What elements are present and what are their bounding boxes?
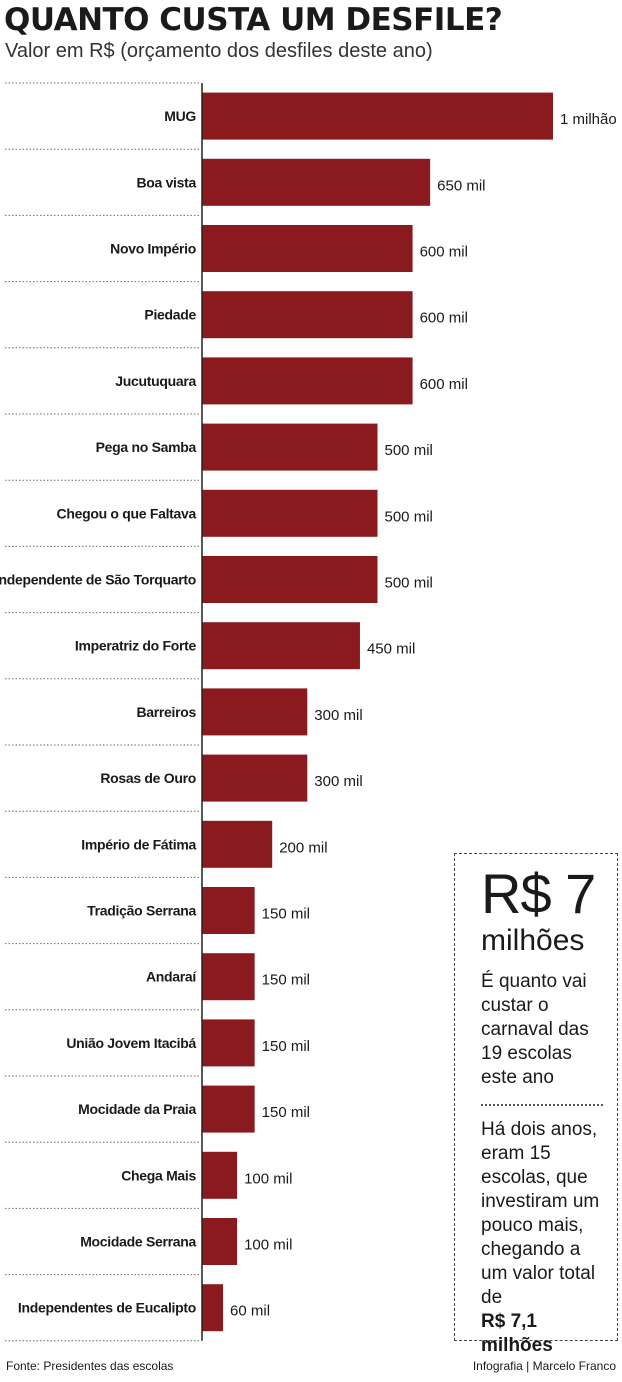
category-label: Piedade (144, 307, 196, 323)
value-label: 150 mil (262, 1104, 310, 1121)
category-label: Pega no Samba (96, 439, 197, 455)
value-label: 150 mil (262, 906, 310, 923)
value-label: 500 mil (385, 508, 433, 525)
bar (202, 820, 273, 868)
value-label: 1 milhão (560, 111, 617, 128)
bar (202, 622, 360, 670)
category-label: Império de Fátima (81, 836, 196, 852)
category-label: União Jovem Itacibá (66, 1035, 196, 1051)
value-label: 200 mil (279, 839, 327, 856)
category-label: Boa vista (136, 174, 196, 190)
callout-description: É quanto vai custar o carnaval das 19 es… (481, 971, 589, 1088)
category-label: Mocidade Serrana (80, 1234, 196, 1250)
category-label: Jucutuquara (115, 373, 196, 389)
value-label: 100 mil (244, 1170, 292, 1187)
bar (202, 1085, 255, 1133)
value-label: 600 mil (420, 376, 468, 393)
value-label: 600 mil (420, 244, 468, 261)
bar (202, 1284, 224, 1332)
category-label: Independente de São Torquarto (0, 572, 196, 588)
bar (202, 423, 378, 471)
bar (202, 754, 308, 802)
category-label: Rosas de Ouro (100, 770, 196, 786)
value-label: 450 mil (367, 641, 415, 658)
value-label: 600 mil (420, 310, 468, 327)
value-label: 100 mil (244, 1237, 292, 1254)
source-note: Fonte: Presidentes das escolas (6, 1359, 174, 1373)
category-label: Mocidade da Praia (78, 1101, 196, 1117)
bar (202, 291, 413, 339)
bar (202, 158, 431, 206)
bar (202, 953, 255, 1001)
value-label: 150 mil (262, 1038, 310, 1055)
bar (202, 688, 308, 736)
category-label: Chega Mais (121, 1167, 196, 1183)
value-label: 300 mil (314, 773, 362, 790)
total-callout-box: R$ 7 milhões É quanto vai custar o carna… (454, 853, 618, 1356)
callout-note-highlight: R$ 7,1 milhões (481, 1311, 553, 1356)
category-label: Tradição Serrana (87, 903, 196, 919)
chart-subtitle: Valor em R$ (orçamento dos desfiles dest… (5, 40, 433, 62)
bar (202, 1019, 255, 1067)
bar (202, 887, 255, 934)
bar (202, 357, 413, 405)
value-label: 300 mil (314, 707, 362, 724)
category-label: MUG (164, 108, 196, 124)
category-label: Novo Império (110, 241, 196, 257)
bar (202, 489, 378, 537)
value-label: 500 mil (385, 575, 433, 592)
callout-total-unit: milhões (481, 924, 585, 957)
category-label: Barreiros (136, 704, 196, 720)
chart-title: QUANTO CUSTA UM DESFILE? (4, 2, 503, 38)
callout-divider (481, 1104, 603, 1106)
credit-note: Infografia | Marcelo Franco (472, 1359, 616, 1373)
value-label: 650 mil (437, 177, 485, 194)
callout-note: Há dois anos, eram 15 escolas, que inves… (481, 1119, 600, 1308)
value-label: 150 mil (262, 972, 310, 989)
value-label: 60 mil (230, 1303, 270, 1320)
category-label: Imperatriz do Forte (75, 638, 197, 654)
bar (202, 1151, 238, 1199)
bar (202, 92, 553, 140)
value-label: 500 mil (385, 442, 433, 459)
category-label: Independentes de Eucalipto (18, 1300, 196, 1316)
bar (202, 225, 413, 272)
bar (202, 556, 378, 603)
category-label: Chegou o que Faltava (57, 505, 197, 521)
category-label: Andaraí (146, 969, 197, 985)
callout-total-value: R$ 7 (481, 862, 596, 925)
bar-chart: MUG 1 milhão Boa vista 650 mil Novo Império 6… (0, 82, 617, 1342)
bar (202, 1218, 238, 1265)
